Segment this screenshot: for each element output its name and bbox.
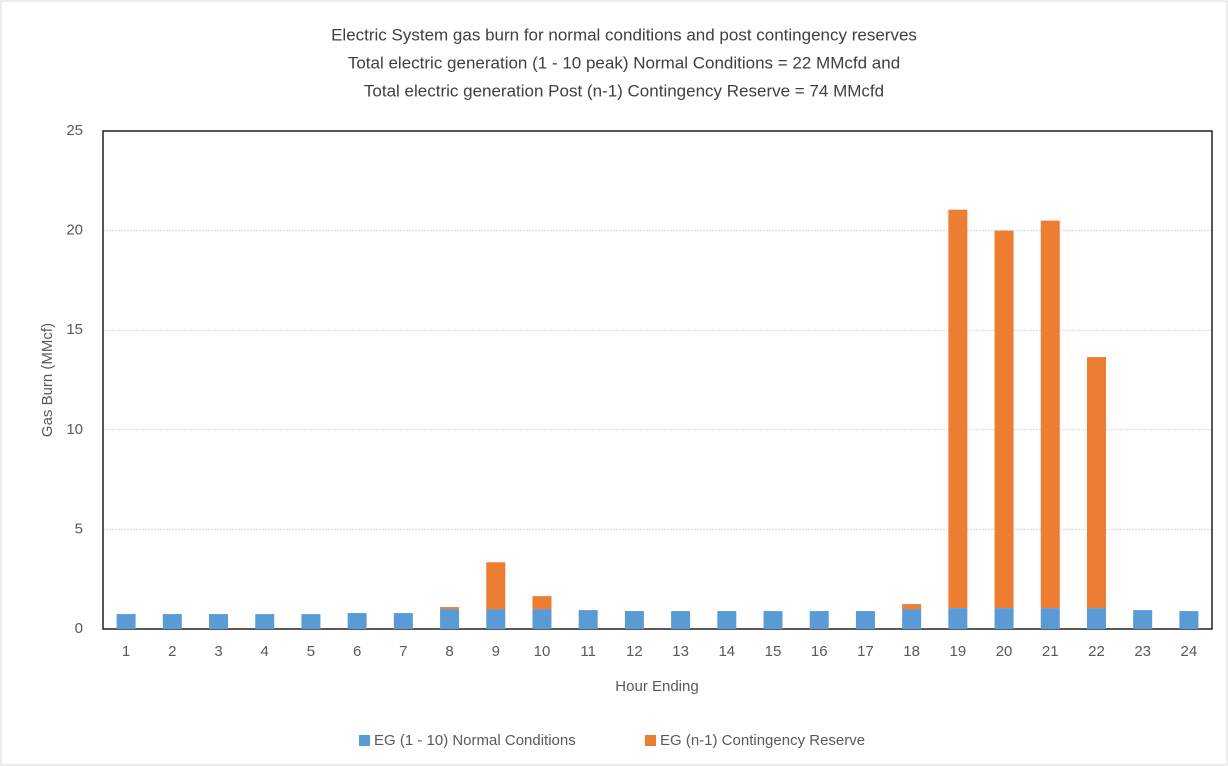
y-tick-label: 20 (66, 222, 83, 239)
x-tick-label: 5 (307, 643, 315, 660)
x-tick-label: 22 (1088, 643, 1105, 660)
x-tick-label: 14 (718, 643, 735, 660)
bar-segment (1086, 608, 1106, 629)
bar-segment (486, 609, 506, 629)
bar-segment (578, 610, 598, 629)
y-tick-label: 5 (75, 520, 83, 537)
legend-swatch (359, 735, 370, 746)
y-tick-label: 0 (75, 620, 83, 637)
legend-label: EG (n-1) Contingency Reserve (660, 732, 865, 749)
x-tick-label: 11 (580, 643, 596, 660)
bar-segment (809, 611, 829, 629)
bar-segment (486, 562, 506, 610)
x-tick-label: 19 (950, 643, 967, 660)
bar-segment (763, 611, 783, 629)
x-tick-label: 10 (534, 643, 551, 660)
x-tick-label: 24 (1181, 643, 1198, 660)
x-tick-label: 18 (903, 643, 920, 660)
bar-segment (532, 609, 552, 629)
x-tick-label: 13 (672, 643, 689, 660)
bar-segment (624, 611, 644, 629)
x-tick-label: 20 (996, 643, 1013, 660)
x-tick-label: 3 (214, 643, 222, 660)
y-tick-label: 25 (66, 122, 83, 139)
x-tick-label: 16 (811, 643, 828, 660)
bar-segment (1040, 220, 1060, 609)
x-tick-label: 1 (122, 643, 130, 660)
bar-segment (532, 596, 552, 610)
x-tick-label: 12 (626, 643, 643, 660)
bar-segment (209, 614, 229, 629)
x-tick-label: 9 (492, 643, 500, 660)
x-tick-label: 17 (857, 643, 874, 660)
chart-title: Electric System gas burn for normal cond… (331, 25, 917, 44)
bar-segment (994, 608, 1014, 629)
legend-label: EG (1 - 10) Normal Conditions (374, 732, 576, 749)
bar-segment (116, 614, 136, 629)
x-tick-label: 4 (261, 643, 269, 660)
bar-segment (994, 230, 1014, 609)
x-tick-label: 15 (765, 643, 782, 660)
bar-segment (255, 614, 275, 629)
bar-segment (347, 613, 367, 629)
bar-segment (671, 611, 691, 629)
bar-segment (393, 613, 413, 629)
bar-segment (440, 607, 460, 610)
x-tick-label: 7 (399, 643, 407, 660)
x-tick-label: 21 (1042, 643, 1059, 660)
y-axis-label: Gas Burn (MMcf) (39, 323, 56, 437)
bar-segment (948, 608, 968, 629)
bar-segment (301, 614, 321, 629)
x-tick-label: 8 (445, 643, 453, 660)
chart-title: Total electric generation (1 - 10 peak) … (348, 53, 900, 72)
bar-segment (902, 609, 922, 629)
y-tick-label: 10 (66, 421, 83, 438)
x-tick-label: 2 (168, 643, 176, 660)
bar-segment (1086, 357, 1106, 609)
x-tick-label: 23 (1134, 643, 1151, 660)
bar-segment (717, 611, 737, 629)
bar-segment (1179, 611, 1199, 629)
bar-segment (1133, 610, 1153, 629)
bar-segment (1040, 608, 1060, 629)
plot-frame (102, 130, 1213, 630)
bar-segment (162, 614, 182, 629)
bar-segment (855, 611, 875, 629)
bar-segment (902, 604, 922, 610)
y-tick-label: 15 (66, 321, 83, 338)
x-axis-label: Hour Ending (615, 678, 698, 695)
chart-title: Total electric generation Post (n-1) Con… (364, 81, 884, 100)
bar-segment (948, 209, 968, 609)
legend-swatch (645, 735, 656, 746)
x-tick-label: 6 (353, 643, 361, 660)
bar-segment (440, 609, 460, 629)
